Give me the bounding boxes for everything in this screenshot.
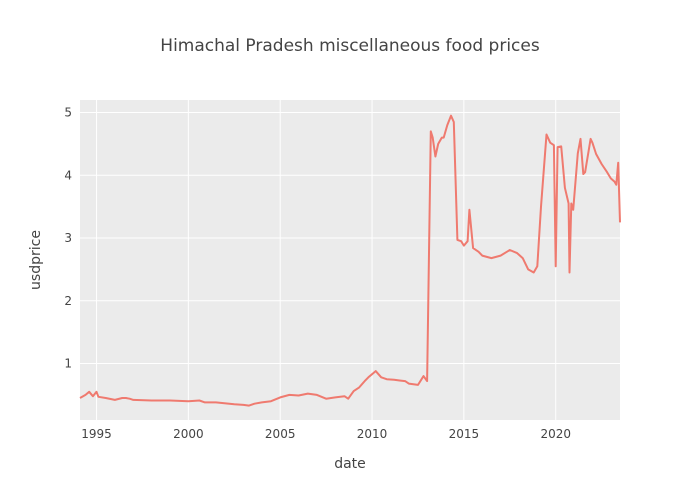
x-tick-label: 2010 xyxy=(357,427,388,441)
x-tick-label: 2020 xyxy=(540,427,571,441)
x-tick-label: 2015 xyxy=(449,427,480,441)
chart-title: Himachal Pradesh miscellaneous food pric… xyxy=(160,36,540,56)
y-axis-title: usdprice xyxy=(28,230,44,290)
x-tick-label: 2000 xyxy=(173,427,204,441)
y-tick-label: 4 xyxy=(64,168,72,182)
x-axis-title: date xyxy=(334,456,366,472)
y-tick-label: 2 xyxy=(64,294,72,308)
y-tick-labels: 1 2 3 4 5 xyxy=(64,106,72,371)
series-line xyxy=(79,114,621,407)
y-tick-label: 3 xyxy=(64,231,72,245)
y-tick-label: 1 xyxy=(64,357,72,371)
y-tick-label: 5 xyxy=(64,106,72,120)
x-tick-labels: 1995 2000 2005 2010 2015 2020 xyxy=(81,427,571,441)
x-tick-label: 1995 xyxy=(81,427,112,441)
plot-area xyxy=(80,100,620,420)
x-tick-label: 2005 xyxy=(265,427,296,441)
